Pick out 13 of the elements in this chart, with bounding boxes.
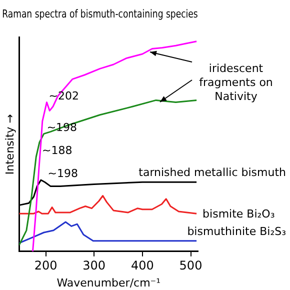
series-label: bismuthinite Bi₂S₃ — [187, 224, 286, 238]
x-tick-label: 500 — [179, 258, 202, 273]
x-tick-label: 200 — [34, 258, 58, 273]
series-label: bismite Bi₂O₃ — [202, 208, 275, 221]
x-tick-label: 400 — [130, 258, 154, 273]
y-axis-title: Intensity → — [3, 114, 16, 175]
x-axis-title: Wavenumber/cm⁻¹ — [56, 276, 161, 290]
annotation: ~198 — [48, 167, 78, 180]
text: iridescent fragments on Nativity — [199, 62, 273, 103]
x-tick-label: 300 — [82, 258, 106, 273]
chart-title: Raman spectra of bismuth-containing species — [2, 8, 198, 21]
annotation: ~188 — [42, 144, 72, 157]
series-label: tarnished metallic bismuth — [138, 166, 286, 180]
